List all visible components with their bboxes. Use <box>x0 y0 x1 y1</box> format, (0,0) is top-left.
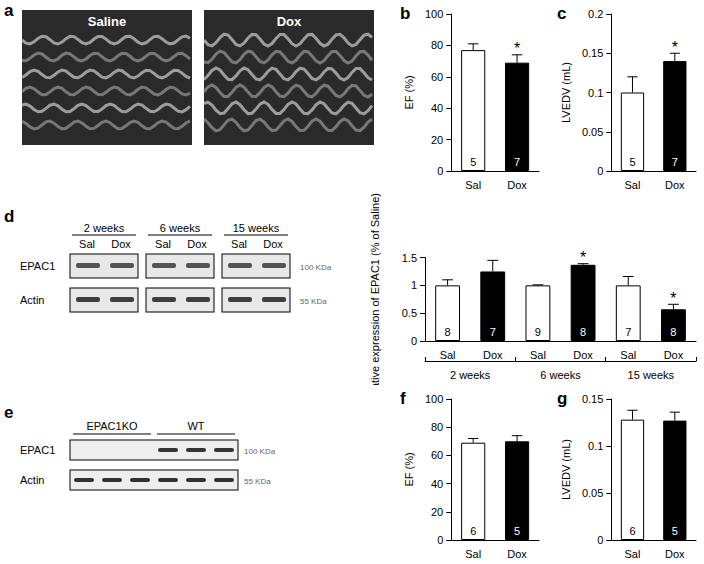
svg-text:7: 7 <box>490 326 496 338</box>
svg-text:55 KDa: 55 KDa <box>300 297 327 306</box>
svg-text:Dox: Dox <box>665 548 685 560</box>
svg-text:100 KDa: 100 KDa <box>300 263 332 272</box>
svg-text:7: 7 <box>672 156 678 168</box>
svg-text:Saline: Saline <box>88 14 126 29</box>
svg-text:Sal: Sal <box>530 349 546 361</box>
svg-text:8: 8 <box>670 326 676 338</box>
svg-text:2 weeks: 2 weeks <box>450 369 491 381</box>
svg-text:Dox: Dox <box>665 179 685 191</box>
svg-text:*: * <box>672 39 678 56</box>
svg-text:55 KDa: 55 KDa <box>244 477 271 486</box>
svg-text:0: 0 <box>437 534 443 546</box>
svg-text:15 weeks: 15 weeks <box>233 222 280 234</box>
svg-text:5: 5 <box>629 156 635 168</box>
svg-text:20: 20 <box>431 134 443 146</box>
svg-text:100: 100 <box>425 393 443 405</box>
svg-text:40: 40 <box>431 102 443 114</box>
svg-text:8: 8 <box>580 326 586 338</box>
svg-text:Dox: Dox <box>277 14 302 29</box>
svg-text:0: 0 <box>597 534 603 546</box>
svg-text:Dox: Dox <box>263 238 283 250</box>
svg-text:2 weeks: 2 weeks <box>84 222 125 234</box>
svg-text:0.15: 0.15 <box>582 393 603 405</box>
svg-text:6: 6 <box>470 525 476 537</box>
svg-text:b: b <box>400 4 410 23</box>
svg-text:Sal: Sal <box>465 548 481 560</box>
svg-text:100: 100 <box>425 8 443 20</box>
svg-text:1: 1 <box>411 279 417 291</box>
svg-text:Dox: Dox <box>507 548 527 560</box>
svg-text:Sal: Sal <box>79 238 95 250</box>
svg-text:80: 80 <box>431 39 443 51</box>
svg-text:Sal: Sal <box>625 179 641 191</box>
svg-text:0.05: 0.05 <box>582 126 603 138</box>
svg-text:40: 40 <box>431 478 443 490</box>
svg-text:EPAC1KO: EPAC1KO <box>86 420 138 432</box>
svg-text:*: * <box>514 40 520 57</box>
svg-text:Actin: Actin <box>20 474 44 486</box>
svg-text:Dox: Dox <box>483 349 503 361</box>
svg-text:9: 9 <box>535 326 541 338</box>
svg-text:60: 60 <box>431 449 443 461</box>
svg-text:c: c <box>557 4 566 23</box>
svg-text:60: 60 <box>431 71 443 83</box>
svg-text:0.1: 0.1 <box>588 87 603 99</box>
svg-text:Sal: Sal <box>620 349 636 361</box>
svg-text:Dox: Dox <box>573 349 593 361</box>
svg-text:0: 0 <box>437 165 443 177</box>
svg-text:EPAC1: EPAC1 <box>20 444 55 456</box>
svg-text:a: a <box>4 1 14 20</box>
svg-text:e: e <box>4 403 13 422</box>
svg-text:15 weeks: 15 weeks <box>628 369 675 381</box>
svg-text:0: 0 <box>597 165 603 177</box>
svg-text:7: 7 <box>514 156 520 168</box>
svg-text:g: g <box>557 389 567 408</box>
svg-text:20: 20 <box>431 506 443 518</box>
svg-text:5: 5 <box>470 156 476 168</box>
svg-text:*: * <box>670 290 676 307</box>
svg-text:0.5: 0.5 <box>402 307 417 319</box>
svg-text:EPAC1: EPAC1 <box>20 260 55 272</box>
svg-text:5: 5 <box>672 525 678 537</box>
svg-text:80: 80 <box>431 421 443 433</box>
svg-text:Dox: Dox <box>187 238 207 250</box>
svg-text:f: f <box>400 389 406 408</box>
svg-text:Sal: Sal <box>231 238 247 250</box>
svg-text:Dox: Dox <box>507 179 527 191</box>
svg-text:6: 6 <box>629 525 635 537</box>
svg-text:Dox: Dox <box>664 349 684 361</box>
svg-text:7: 7 <box>625 326 631 338</box>
svg-text:EF (%): EF (%) <box>403 75 415 109</box>
svg-text:Sal: Sal <box>625 548 641 560</box>
svg-text:0.2: 0.2 <box>588 8 603 20</box>
svg-text:6 weeks: 6 weeks <box>540 369 581 381</box>
svg-text:WT: WT <box>187 420 204 432</box>
svg-text:1.5: 1.5 <box>402 252 417 264</box>
svg-text:Sal: Sal <box>440 349 456 361</box>
svg-text:d: d <box>4 207 14 226</box>
svg-text:0.15: 0.15 <box>582 47 603 59</box>
svg-text:LVEDV (mL): LVEDV (mL) <box>560 439 572 500</box>
svg-text:0.05: 0.05 <box>582 487 603 499</box>
svg-text:0: 0 <box>411 335 417 347</box>
svg-text:100 KDa: 100 KDa <box>244 447 276 456</box>
svg-text:Dox: Dox <box>111 238 131 250</box>
svg-text:LVEDV (mL): LVEDV (mL) <box>560 62 572 123</box>
svg-text:Actin: Actin <box>20 294 44 306</box>
svg-text:5: 5 <box>514 525 520 537</box>
svg-text:Relative expression of EPAC1 (: Relative expression of EPAC1 (% of Salin… <box>369 193 381 385</box>
svg-text:EF (%): EF (%) <box>403 452 415 486</box>
svg-text:6 weeks: 6 weeks <box>160 222 201 234</box>
svg-text:*: * <box>580 249 586 266</box>
svg-text:Sal: Sal <box>155 238 171 250</box>
svg-text:8: 8 <box>445 326 451 338</box>
svg-text:Sal: Sal <box>465 179 481 191</box>
svg-text:0.1: 0.1 <box>588 440 603 452</box>
